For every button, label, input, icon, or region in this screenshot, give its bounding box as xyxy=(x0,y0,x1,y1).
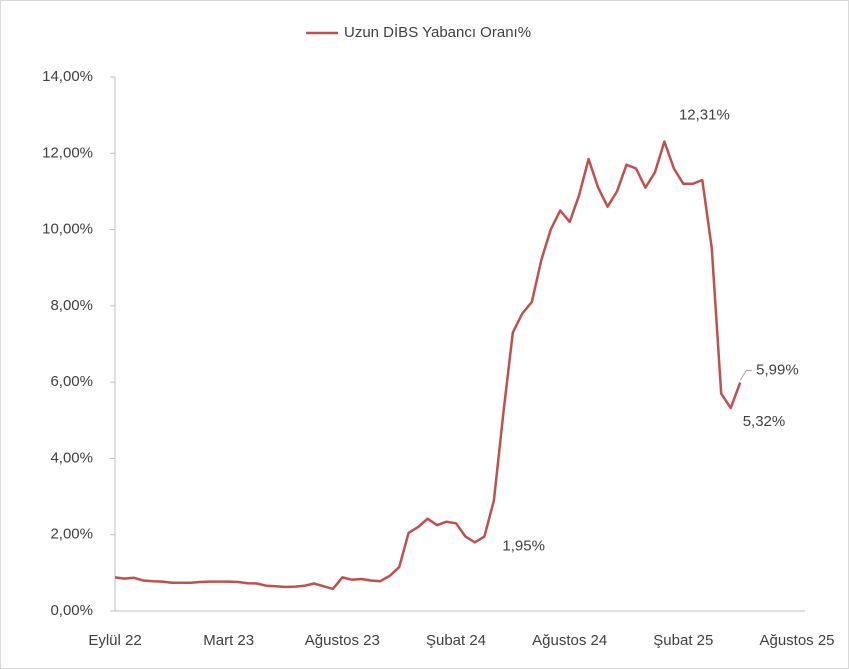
y-tick-label: 14,00% xyxy=(42,68,93,85)
x-tick-label: Ağustos 25 xyxy=(759,632,834,649)
data-label: 1,95% xyxy=(502,538,545,555)
y-tick-label: 8,00% xyxy=(50,297,93,314)
y-tick-label: 10,00% xyxy=(42,221,93,238)
x-tick-label: Eylül 22 xyxy=(88,632,141,649)
x-tick-label: Şubat 24 xyxy=(426,632,486,649)
y-tick-label: 0,00% xyxy=(50,602,93,619)
legend-label: Uzun DİBS Yabancı Oranı% xyxy=(344,23,531,41)
data-label: 12,31% xyxy=(679,106,730,123)
x-tick-label: Mart 23 xyxy=(203,632,254,649)
y-tick-label: 2,00% xyxy=(50,526,93,543)
y-tick-label: 4,00% xyxy=(50,449,93,466)
x-tick-label: Şubat 25 xyxy=(653,632,713,649)
y-tick-label: 6,00% xyxy=(50,373,93,390)
data-label: 5,99% xyxy=(756,361,799,378)
x-tick-label: Ağustos 23 xyxy=(305,632,380,649)
y-tick-label: 12,00% xyxy=(42,144,93,161)
x-tick-label: Ağustos 24 xyxy=(532,632,607,649)
line-series xyxy=(114,140,742,591)
leader-line xyxy=(739,370,753,381)
data-label: 5,32% xyxy=(743,413,786,430)
